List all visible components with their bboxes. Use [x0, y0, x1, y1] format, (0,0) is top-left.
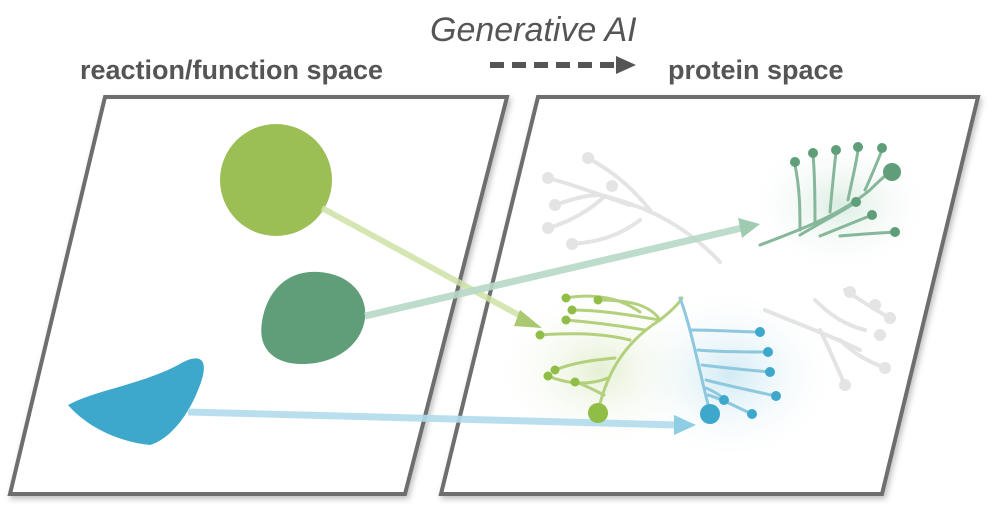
generative-ai-title: Generative AI	[430, 11, 637, 49]
faint-tree-nodes-upper	[542, 152, 618, 250]
light-green-reaction-shape	[220, 124, 332, 236]
light-green-tree-nodes	[535, 293, 608, 423]
right-space-label: protein space	[668, 55, 844, 85]
faint-tree-nodes-lower	[839, 286, 896, 391]
blue-tree-nodes	[700, 327, 781, 424]
mapping-arrow-light-green	[320, 205, 542, 328]
dark-green-reaction-shape	[261, 271, 366, 365]
teal-glow	[745, 135, 935, 275]
mapping-arrow-dark-green	[364, 218, 760, 320]
teal-tree-nodes	[790, 142, 901, 237]
blue-reaction-shape	[68, 358, 204, 445]
mapping-arrow-blue	[187, 408, 696, 435]
faint-tree-icon-upper	[546, 156, 722, 264]
left-space-label: reaction/function space	[80, 55, 383, 85]
dashed-arrow-icon	[490, 56, 636, 74]
